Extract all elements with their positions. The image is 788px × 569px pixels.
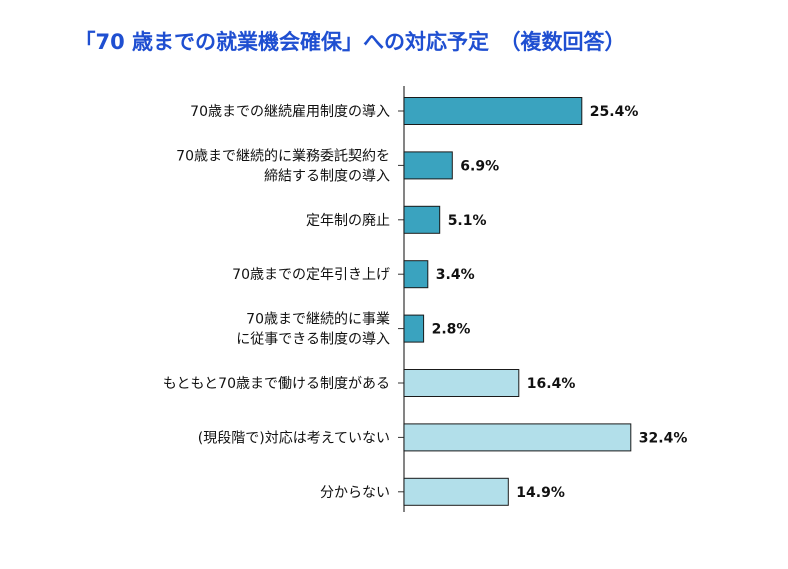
bar bbox=[403, 423, 632, 452]
category-label: 70歳まで継続的に事業 bbox=[246, 311, 390, 328]
bar-value-label: 16.4% bbox=[527, 376, 576, 392]
bar bbox=[403, 97, 583, 125]
bar-value-label: 25.4% bbox=[590, 104, 639, 120]
chart-title: 「70 歳までの就業機会確保」への対応予定 （複数回答） bbox=[74, 30, 626, 54]
category-label: もともと70歳まで働ける制度がある bbox=[163, 376, 390, 392]
bar bbox=[403, 205, 441, 234]
bar-value-label: 3.4% bbox=[436, 267, 475, 283]
bar-value-label: 5.1% bbox=[448, 213, 487, 229]
category-label: 70歳までの継続雇用制度の導入 bbox=[190, 103, 390, 120]
category-label: 70歳まで継続的に業務委託契約を bbox=[176, 147, 390, 164]
category-label: 定年制の廃止 bbox=[306, 212, 390, 229]
bar bbox=[403, 314, 425, 343]
category-label: 分からない bbox=[320, 485, 390, 501]
bar bbox=[403, 260, 429, 289]
category-label: に従事できる制度の導入 bbox=[236, 332, 390, 348]
bar bbox=[403, 369, 520, 397]
category-label: 70歳までの定年引き上げ bbox=[232, 267, 390, 283]
bar-value-label: 6.9% bbox=[460, 158, 499, 174]
bar-value-label: 32.4% bbox=[639, 430, 688, 446]
bar-value-label: 14.9% bbox=[516, 485, 565, 501]
bar-value-label: 2.8% bbox=[432, 322, 471, 338]
bar bbox=[403, 151, 453, 180]
category-label: (現段階で)対応は考えていない bbox=[198, 430, 390, 446]
category-label: 締結する制度の導入 bbox=[264, 167, 390, 184]
bar bbox=[403, 477, 509, 506]
